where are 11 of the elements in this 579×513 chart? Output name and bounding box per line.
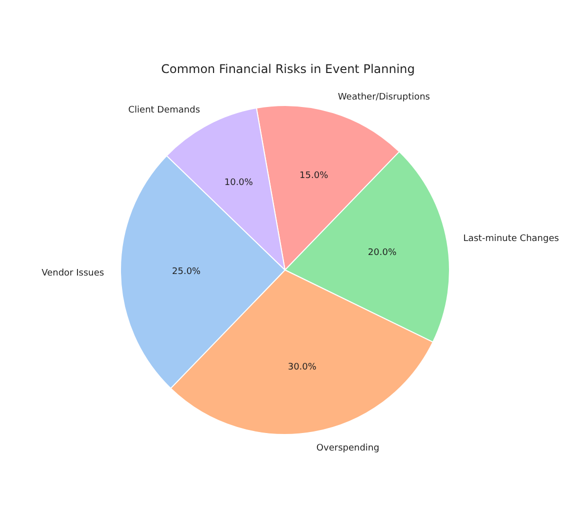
data-label: 20.0% [368,248,397,258]
slice-label: Client Demands [128,106,200,116]
slice-label: Weather/Disruptions [338,92,430,102]
data-label: 25.0% [172,267,202,278]
slice-label: Overspending [316,444,380,454]
slice-label: Vendor Issues [42,268,104,278]
data-label: 15.0% [300,170,329,181]
data-label: 10.0% [224,178,254,188]
slice-label: Last-minute Changes [463,234,560,244]
chart-title: Common Financial Risks in Event Planning [161,62,415,76]
data-label: 30.0% [288,362,317,373]
